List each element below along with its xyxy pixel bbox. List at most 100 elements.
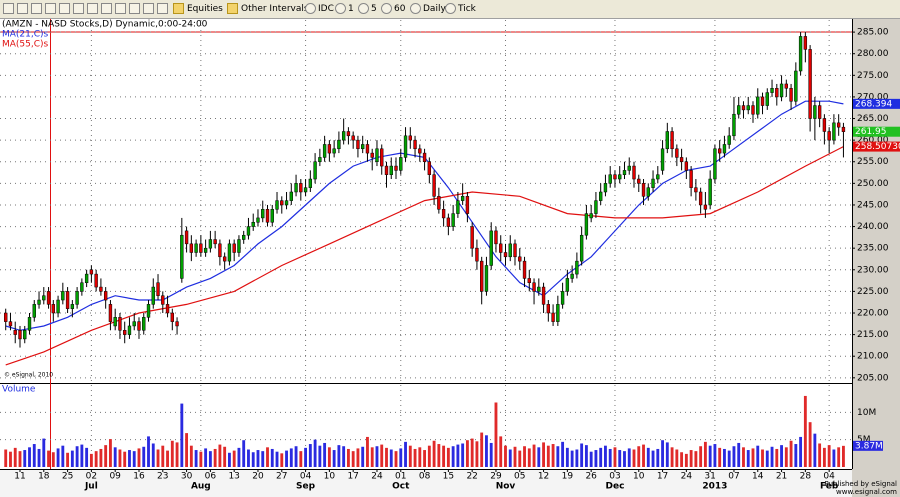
candle-body [246, 226, 251, 236]
tool-icon[interactable] [129, 3, 140, 14]
candle-body [261, 209, 265, 219]
toolbar-button[interactable]: Tick [458, 4, 476, 14]
volume-bar [627, 448, 631, 467]
tool-icon[interactable] [73, 3, 84, 14]
candle-body [265, 209, 270, 223]
volume-bar [170, 440, 174, 467]
x-tick-label: 08 [419, 472, 431, 482]
tool-icon[interactable] [101, 3, 112, 14]
candle-body [813, 105, 817, 119]
candle-body [589, 213, 593, 219]
volume-bar [399, 448, 403, 467]
x-tick-label: 06 [205, 472, 217, 482]
volume-bar [475, 441, 479, 467]
volume-bar [256, 450, 260, 467]
volume-bar [56, 448, 60, 467]
volume-bar [346, 448, 350, 467]
candle-body [375, 148, 379, 162]
volume-bar [551, 444, 555, 467]
volume-bar [689, 450, 693, 467]
x-tick-label: 24 [681, 472, 693, 482]
candle-body [189, 243, 194, 253]
y-tick-label: 5M [857, 435, 871, 445]
y-tick-label: 265.00 [857, 114, 889, 124]
volume-bar [642, 444, 645, 467]
tool-icon[interactable] [3, 3, 14, 14]
watermark: © eSignal, 2010 [4, 372, 53, 379]
tool-icon[interactable] [59, 3, 70, 14]
x-tick-label: 25 [62, 472, 73, 482]
volume-bar [789, 440, 793, 467]
toolbar-button[interactable]: 1 [348, 4, 354, 14]
candle-body [75, 291, 79, 305]
volume-bar [128, 450, 131, 467]
candle-body [470, 226, 474, 249]
toolbar-button[interactable]: Other Intervals [241, 4, 309, 14]
candle-body [513, 243, 517, 258]
volume-bar [584, 445, 588, 467]
candle-body [832, 122, 836, 141]
y-tick-label: 245.00 [857, 200, 889, 210]
volume-bar [323, 442, 327, 467]
candle-body [708, 178, 712, 206]
volume-bar [489, 442, 493, 467]
tool-icon[interactable] [157, 3, 168, 14]
candle-body [494, 230, 498, 245]
candle-body [789, 88, 793, 102]
candle-body [23, 330, 27, 340]
toolbar-button[interactable]: 60 [394, 4, 406, 14]
candle-body [822, 118, 827, 132]
candle-body [460, 196, 465, 201]
tool-icon[interactable] [115, 3, 126, 14]
candle-body [156, 282, 160, 296]
candle-body [665, 131, 669, 150]
volume-bar [456, 444, 460, 467]
candle-body [732, 113, 736, 137]
chart: (AMZN - NASD Stocks,D) Dynamic,0:00-24:0… [0, 19, 900, 497]
volume-bar [318, 445, 322, 467]
candle-body [46, 291, 51, 305]
tool-icon[interactable] [31, 3, 42, 14]
candle-body [346, 131, 351, 137]
volume-bar [532, 444, 536, 467]
toolbar-button[interactable]: 5 [371, 4, 377, 14]
volume-bar [604, 445, 607, 467]
candle-body [294, 183, 298, 193]
volume-bar [594, 450, 598, 467]
candle-body [737, 105, 741, 115]
candle-body [356, 139, 360, 150]
x-tick-label: 17 [347, 472, 358, 482]
volume-bar [266, 447, 269, 467]
candle-body [242, 234, 246, 240]
x-tick-label: 03 [609, 472, 620, 482]
volume-bar [413, 448, 417, 467]
tool-icon[interactable] [143, 3, 154, 14]
volume-bar [646, 447, 650, 467]
volume-bar [708, 445, 712, 467]
candle-body [527, 278, 531, 283]
volume-bar [742, 447, 745, 467]
volume-bar [61, 445, 65, 467]
toolbar-button[interactable]: IDC [318, 4, 334, 14]
tool-icon[interactable] [87, 3, 98, 14]
volume-bar [461, 443, 465, 467]
site: www.esignal.com [836, 488, 897, 496]
volume-bar [366, 436, 369, 467]
volume-bar [370, 447, 374, 467]
last-price: 261.95 [855, 127, 887, 137]
candle-body [446, 217, 451, 227]
toolbar-button[interactable]: Equities [187, 4, 223, 14]
candle-body [722, 144, 727, 154]
tool-icon[interactable] [17, 3, 28, 14]
candle-body [132, 321, 136, 327]
tool-icon[interactable] [45, 3, 56, 14]
x-tick-label: 04 [300, 472, 312, 482]
volume-bar [180, 403, 184, 467]
volume-bar [427, 445, 431, 467]
toolbar-button[interactable]: Daily [423, 4, 446, 14]
candle-body [741, 105, 746, 111]
x-tick-label: 19 [562, 472, 574, 482]
candle-body [270, 209, 274, 223]
candle-body [427, 161, 432, 175]
